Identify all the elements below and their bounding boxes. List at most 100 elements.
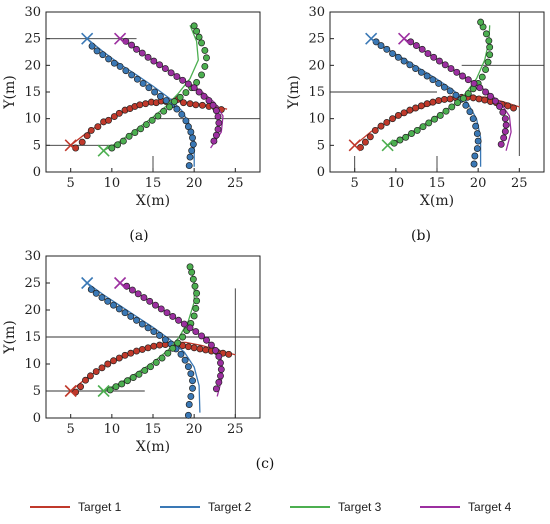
estimate-point	[167, 69, 175, 77]
estimate-point	[202, 346, 210, 354]
estimate-point	[139, 80, 147, 87]
x-tick-label: 25	[227, 176, 244, 191]
estimate-point	[459, 72, 466, 80]
x-tick-label: 10	[104, 422, 121, 437]
start-marker	[114, 276, 127, 290]
estimate-point	[134, 290, 142, 298]
estimate-point	[83, 132, 91, 140]
estimate-point	[166, 103, 173, 111]
estimate-point	[163, 309, 171, 317]
estimate-point	[174, 339, 182, 347]
panel-b: 5 10 15 20 25 0 5 10 15 20 25 30 X(m) Y(m) (b)	[286, 5, 545, 244]
estimate-point	[209, 101, 217, 109]
estimate-point	[128, 41, 136, 49]
estimate-point	[190, 84, 198, 92]
estimate-point	[106, 386, 114, 394]
estimate-point	[110, 113, 118, 120]
estimate-point	[473, 130, 481, 138]
estimate-point	[147, 363, 154, 371]
estimate-point	[179, 76, 187, 84]
estimate-point	[485, 37, 493, 45]
legend-item-target-3: Target 3	[290, 500, 382, 514]
legend-label: Target 4	[468, 500, 512, 514]
estimate-point	[212, 107, 220, 115]
estimate-point	[108, 144, 116, 152]
estimate-point	[424, 50, 432, 58]
estimate-point	[179, 333, 187, 341]
estimate-point	[78, 138, 86, 146]
estimate-point	[425, 119, 433, 127]
panel-label: (c)	[256, 456, 275, 472]
estimate-point	[114, 141, 122, 149]
estimate-point	[212, 385, 220, 393]
x-tick-label: 15	[429, 176, 446, 191]
estimate-point	[417, 102, 425, 110]
estimate-point	[440, 83, 448, 91]
estimate-point	[486, 43, 494, 51]
estimate-point	[116, 62, 124, 70]
estimate-point	[471, 152, 479, 160]
estimate-point	[124, 377, 131, 385]
y-tick-label: 0	[33, 165, 41, 180]
estimate-point	[215, 352, 223, 360]
estimate-point	[158, 354, 166, 362]
estimate-point	[118, 380, 126, 388]
estimate-point	[217, 372, 224, 380]
y-tick-label: 30	[24, 5, 41, 20]
y-tick-label: 0	[33, 411, 41, 426]
estimate-point	[473, 145, 481, 152]
estimate-point	[142, 100, 150, 108]
estimate-point	[417, 68, 425, 76]
estimate-point	[99, 51, 107, 59]
estimate-point	[499, 108, 507, 116]
estimate-point	[122, 67, 130, 75]
estimate-point	[419, 123, 427, 131]
estimate-point	[487, 92, 494, 100]
estimate-point	[140, 294, 148, 302]
estimate-point	[482, 66, 490, 74]
estimate-point	[156, 331, 164, 339]
legend-label: Target 1	[78, 500, 122, 514]
estimate-point	[400, 109, 408, 117]
series-target-3	[381, 18, 494, 152]
y-tick-label: 10	[24, 112, 41, 127]
estimate-point	[481, 96, 489, 104]
x-tick-label: 25	[227, 422, 244, 437]
panel-c: 5 10 15 20 25 0 5 10 15 20 25 30 X(m) Y(m) (c)	[2, 249, 274, 472]
estimate-point	[470, 80, 478, 87]
estimate-point	[177, 350, 185, 358]
y-axis-label: Y(m)	[2, 320, 18, 354]
estimate-point	[175, 316, 182, 324]
estimate-point	[190, 22, 198, 30]
estimate-point	[464, 76, 472, 84]
x-tick-label: 5	[67, 422, 75, 437]
estimate-point	[429, 76, 437, 84]
estimate-point	[383, 45, 391, 53]
estimate-point	[184, 363, 192, 371]
estimate-point	[482, 88, 490, 96]
estimate-point	[193, 289, 201, 297]
estimate-point	[150, 57, 158, 65]
estimate-point	[214, 113, 222, 120]
estimate-point	[186, 324, 194, 332]
estimate-point	[93, 47, 101, 55]
y-tick-label: 25	[24, 32, 41, 47]
estimate-point	[94, 123, 102, 131]
estimate-point	[215, 119, 223, 127]
y-tick-label: 25	[24, 276, 41, 291]
estimate-point	[446, 95, 454, 103]
y-axis-label: Y(m)	[286, 75, 302, 109]
x-tick-label: 20	[470, 176, 487, 191]
estimate-point	[408, 130, 415, 138]
estimate-point	[92, 289, 100, 297]
estimate-point	[173, 73, 181, 80]
estimate-point	[182, 117, 190, 125]
estimate-point	[412, 104, 420, 112]
estimate-point	[133, 75, 141, 83]
series-target-4	[114, 32, 224, 149]
estimate-point	[186, 153, 194, 161]
y-axis-label: Y(m)	[2, 75, 18, 109]
estimate-point	[510, 104, 517, 112]
start-marker	[365, 32, 378, 45]
